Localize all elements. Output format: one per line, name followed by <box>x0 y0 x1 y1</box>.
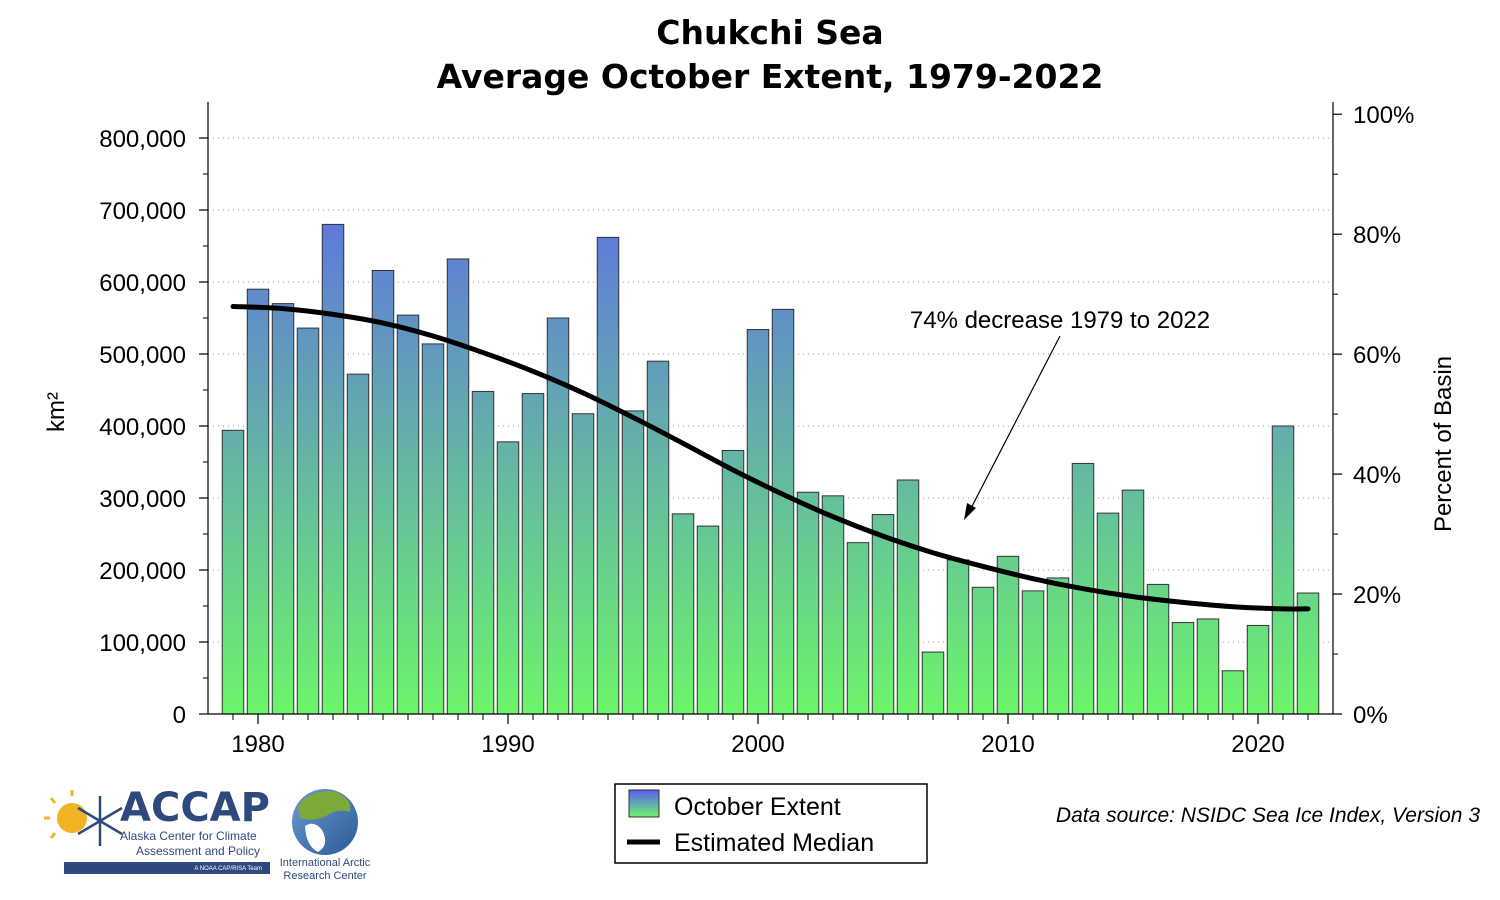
y-right-tick-label: 20% <box>1353 582 1401 609</box>
y-tick-label: 400,000 <box>99 414 186 441</box>
accap-logo: ACCAP Alaska Center for Climate Assessme… <box>44 785 270 874</box>
chart-title: Chukchi Sea <box>656 13 883 52</box>
bar-1996 <box>646 360 670 715</box>
bar-2020 <box>1246 624 1270 715</box>
bar-2019 <box>1221 670 1245 715</box>
bar-series <box>221 223 1320 715</box>
iarc-line2: Research Center <box>283 870 366 882</box>
accap-line2: Assessment and Policy <box>136 844 260 858</box>
bar-1998 <box>696 525 720 715</box>
bar-2021 <box>1271 425 1295 715</box>
y-tick-label: 800,000 <box>99 126 186 153</box>
sun-icon <box>57 803 87 833</box>
y-tick-label: 200,000 <box>99 558 186 585</box>
y-axis-right: 0% 20% 40% 60% 80% 100% <box>1333 102 1414 729</box>
y-axis-right-label: Percent of Basin <box>1430 356 1457 532</box>
x-tick-label: 2020 <box>1231 731 1284 758</box>
data-source: Data source: NSIDC Sea Ice Index, Versio… <box>1056 804 1480 827</box>
bar-2009 <box>971 586 995 715</box>
bar-2007 <box>921 651 945 715</box>
bar-2000 <box>746 329 770 715</box>
y-tick-label: 300,000 <box>99 486 186 513</box>
y-right-tick-label: 60% <box>1353 342 1401 369</box>
bar-2006 <box>896 479 920 715</box>
y-right-tick-label: 40% <box>1353 462 1401 489</box>
y-axis-label: km² <box>43 392 70 432</box>
bar-1985 <box>371 269 395 715</box>
accap-banner <box>64 862 270 874</box>
bar-1979 <box>221 429 245 715</box>
x-tick-label: 1980 <box>231 731 284 758</box>
bar-1999 <box>721 449 745 715</box>
legend-label-extent: October Extent <box>674 793 841 821</box>
bar-1982 <box>296 327 320 715</box>
snowflake-icon <box>77 796 123 846</box>
globe-land-icon <box>298 791 351 820</box>
bar-2015 <box>1121 489 1145 715</box>
bar-1994 <box>596 236 620 715</box>
legend: October Extent Estimated Median <box>614 783 928 864</box>
iarc-line1: International Arctic <box>280 857 371 869</box>
annotation-arrow <box>967 335 1061 515</box>
x-axis: 1980 1990 2000 2010 2020 <box>231 714 1309 758</box>
bar-1990 <box>496 441 520 715</box>
chart-subtitle: Average October Extent, 1979-2022 <box>437 57 1104 96</box>
y-right-tick-label: 80% <box>1353 222 1401 249</box>
bar-2003 <box>821 495 845 715</box>
y-tick-label: 700,000 <box>99 198 186 225</box>
bar-1997 <box>671 513 695 715</box>
bar-1986 <box>396 314 420 715</box>
annotation-arrowhead <box>964 503 976 520</box>
bar-1989 <box>471 390 495 715</box>
accap-line1: Alaska Center for Climate <box>120 829 257 843</box>
bar-1988 <box>446 258 470 715</box>
y-tick-label: 0 <box>173 702 186 729</box>
y-right-tick-label: 100% <box>1353 102 1414 129</box>
bar-1981 <box>271 303 295 715</box>
bar-1980 <box>246 288 270 715</box>
bar-2010 <box>996 555 1020 715</box>
y-tick-label: 600,000 <box>99 270 186 297</box>
accap-tag: A NOAA CAP/RISA Team <box>194 866 262 872</box>
globe-bird-icon <box>305 823 326 852</box>
bar-2004 <box>846 542 870 715</box>
y-right-tick-label: 0% <box>1353 702 1388 729</box>
bar-2001 <box>771 308 795 715</box>
bar-2018 <box>1196 618 1220 715</box>
x-tick-label: 2010 <box>981 731 1034 758</box>
x-tick-label: 1990 <box>481 731 534 758</box>
y-tick-label: 100,000 <box>99 630 186 657</box>
y-axis-left: 0 100,000 200,000 300,000 400,000 500,000 600,… <box>99 126 208 729</box>
plot-frame <box>207 102 1334 715</box>
bar-1991 <box>521 393 545 715</box>
bar-1995 <box>621 410 645 715</box>
iarc-logo: International Arctic Research Center <box>280 789 371 882</box>
sun-rays-icon <box>44 790 74 839</box>
bar-2005 <box>871 514 895 715</box>
bar-2011 <box>1021 590 1045 715</box>
annotation-text: 74% decrease 1979 to 2022 <box>910 307 1210 334</box>
legend-box <box>614 783 928 864</box>
y-tick-label: 500,000 <box>99 342 186 369</box>
legend-label-median: Estimated Median <box>674 829 874 857</box>
bar-2008 <box>946 559 970 715</box>
bar-2017 <box>1171 622 1195 715</box>
legend-swatch-bar <box>628 789 660 818</box>
bar-1993 <box>571 413 595 715</box>
bar-2002 <box>796 491 820 715</box>
bar-1983 <box>321 223 345 715</box>
median-line <box>230 303 1311 612</box>
accap-name: ACCAP <box>120 785 270 831</box>
bar-2014 <box>1096 512 1120 715</box>
bar-1984 <box>346 373 370 715</box>
x-tick-label: 2000 <box>731 731 784 758</box>
bar-1987 <box>421 343 445 715</box>
bar-2012 <box>1046 577 1070 715</box>
bar-2016 <box>1146 583 1170 715</box>
